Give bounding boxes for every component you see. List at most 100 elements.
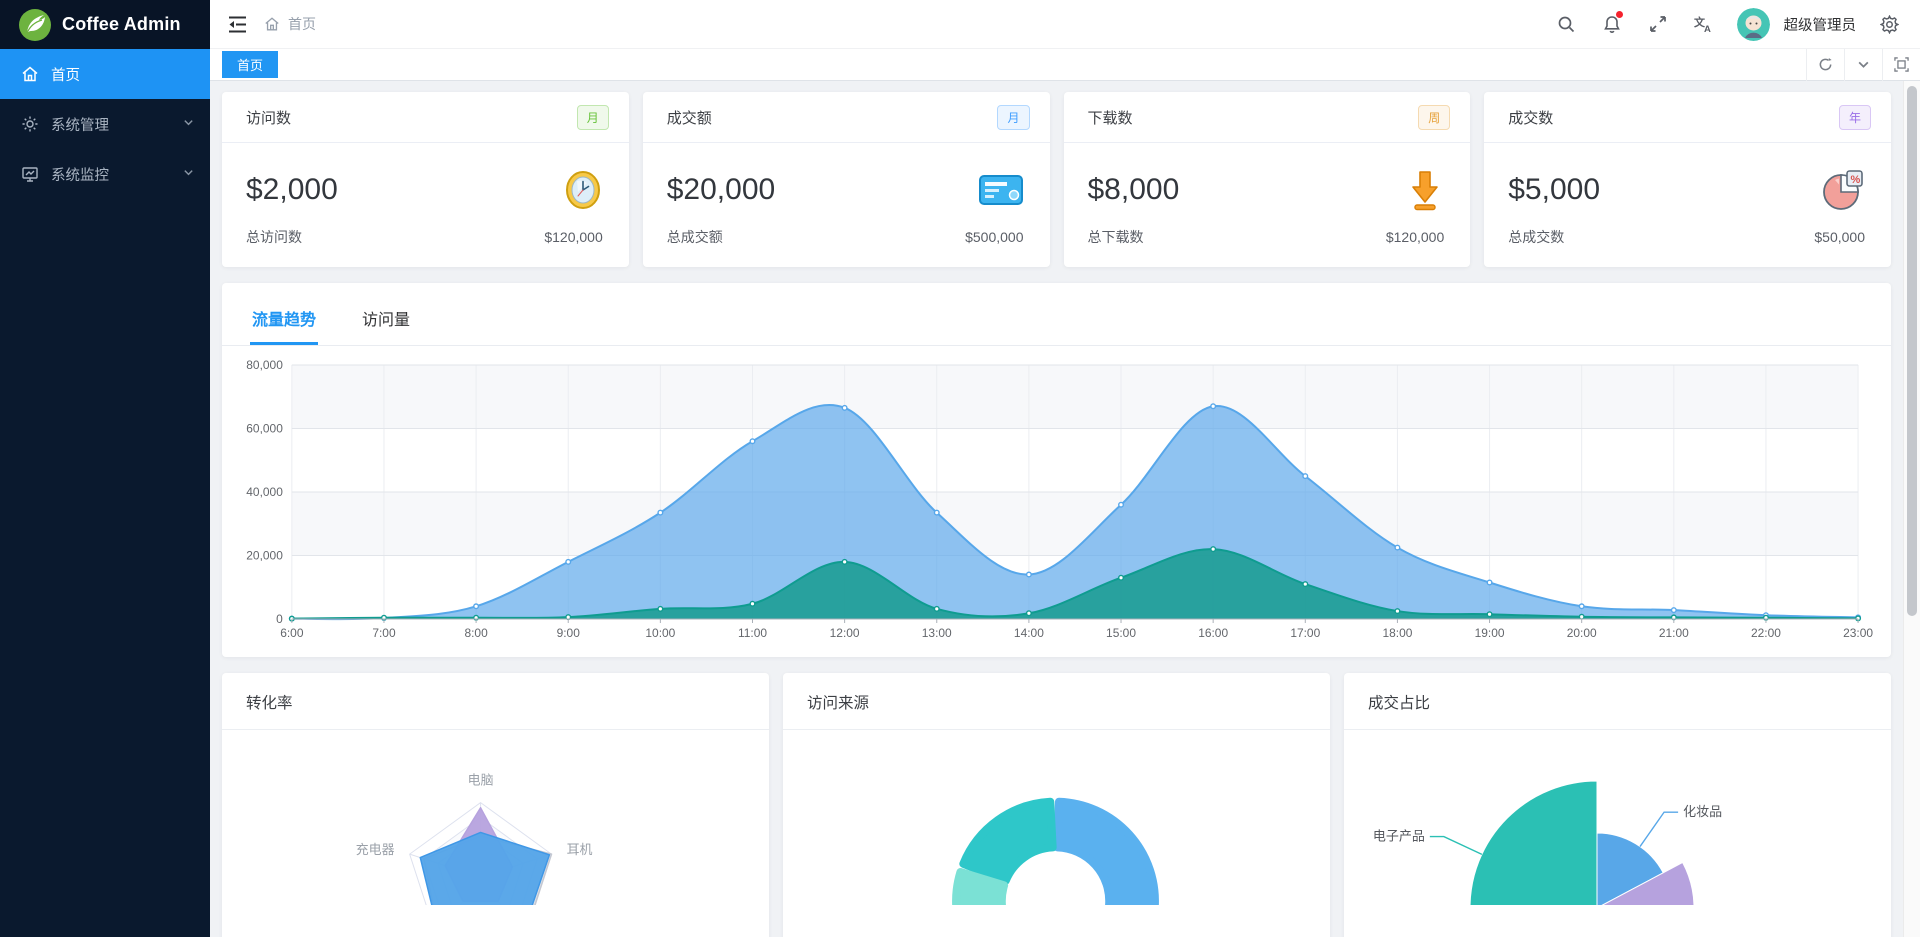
stat-footer-label: 总成交数 xyxy=(1508,229,1565,245)
period-badge: 月 xyxy=(997,105,1030,130)
svg-text:6:00: 6:00 xyxy=(280,626,304,640)
vertical-scrollbar[interactable] xyxy=(1903,81,1920,937)
card-title: 转化率 xyxy=(222,673,769,730)
visit-source-donut-chart xyxy=(952,797,1159,937)
svg-text:20,000: 20,000 xyxy=(246,548,283,562)
stat-footer-value: $50,000 xyxy=(1814,229,1865,245)
stat-card-title: 成交额 xyxy=(666,110,712,127)
username-label[interactable]: 超级管理员 xyxy=(1783,17,1857,34)
stat-footer-label: 总下载数 xyxy=(1087,229,1144,245)
svg-text:7:00: 7:00 xyxy=(372,626,396,640)
stat-cards-row: 访问数 月 $2,000 xyxy=(222,92,1891,267)
svg-text:13:00: 13:00 xyxy=(922,626,952,640)
svg-text:化妆品: 化妆品 xyxy=(1683,804,1722,819)
svg-text:%: % xyxy=(1851,174,1861,186)
conversion-rate-card: 转化率 电脑 耳机 充电器 xyxy=(222,673,769,937)
tab-traffic-trend[interactable]: 流量趋势 xyxy=(250,283,318,345)
svg-text:14:00: 14:00 xyxy=(1014,626,1044,640)
settings-gear-icon[interactable] xyxy=(1876,11,1902,37)
card-title: 访问来源 xyxy=(783,673,1330,730)
stat-card-title: 访问数 xyxy=(246,110,292,127)
stat-card-visits: 访问数 月 $2,000 xyxy=(222,92,629,267)
tab-home[interactable]: 首页 xyxy=(222,51,279,78)
stat-footer-value: $500,000 xyxy=(965,229,1024,245)
chevron-down-icon[interactable] xyxy=(1844,48,1882,81)
svg-text:17:00: 17:00 xyxy=(1290,626,1320,640)
search-icon[interactable] xyxy=(1553,11,1579,37)
svg-text:80,000: 80,000 xyxy=(246,358,283,372)
deal-share-pie-chart: 电子产品 化妆品 xyxy=(1373,780,1722,937)
home-icon xyxy=(21,65,39,83)
stat-card-value: $20,000 xyxy=(666,173,776,206)
stat-footer-label: 总成交额 xyxy=(666,229,723,245)
leaf-logo-icon xyxy=(18,8,52,42)
bell-icon[interactable] xyxy=(1599,11,1625,37)
app-title: Coffee Admin xyxy=(62,14,181,34)
svg-text:20:00: 20:00 xyxy=(1567,626,1597,640)
svg-text:0: 0 xyxy=(276,612,283,626)
maximize-icon[interactable] xyxy=(1882,48,1920,81)
svg-text:文: 文 xyxy=(1694,15,1706,29)
svg-text:18:00: 18:00 xyxy=(1382,626,1412,640)
gear-icon xyxy=(21,115,39,133)
traffic-trend-chart: 0 20,000 40,000 60,000 80,000 6:00 7:00 8:00 9:0… xyxy=(246,358,1873,640)
period-badge: 月 xyxy=(576,105,609,130)
stat-footer-value: $120,000 xyxy=(1385,229,1445,245)
stat-card-title: 成交数 xyxy=(1508,110,1554,127)
traffic-trend-card: 流量趋势 访问量 0 20,000 40,000 60,000 80,000 6:00 7:… xyxy=(222,283,1891,657)
sidebar-item-home[interactable]: 首页 xyxy=(0,49,210,99)
content-area: 访问数 月 $2,000 xyxy=(210,81,1903,937)
sidebar-item-label: 系统管理 xyxy=(51,117,109,134)
svg-text:15:00: 15:00 xyxy=(1106,626,1136,640)
svg-text:60,000: 60,000 xyxy=(246,421,283,435)
breadcrumb-home-icon[interactable] xyxy=(264,16,280,32)
sidebar-menu: 首页 系统管理 系统监控 xyxy=(0,49,210,199)
notification-dot xyxy=(1615,11,1623,18)
sidebar-item-label: 首页 xyxy=(51,67,80,84)
svg-text:耳机: 耳机 xyxy=(567,842,593,857)
scrollbar-thumb[interactable] xyxy=(1907,86,1917,616)
svg-text:23:00: 23:00 xyxy=(1843,626,1873,640)
stat-card-title: 下载数 xyxy=(1087,110,1133,127)
stat-footer-label: 总访问数 xyxy=(246,229,302,245)
svg-text:16:00: 16:00 xyxy=(1198,626,1228,640)
stat-card-downloads: 下载数 周 $8,000 总下载数 xyxy=(1063,92,1471,267)
clock-icon xyxy=(563,168,603,212)
svg-text:8:00: 8:00 xyxy=(464,626,488,640)
download-icon xyxy=(1406,169,1444,211)
stat-card-value: $2,000 xyxy=(246,173,338,206)
tab-visit-volume[interactable]: 访问量 xyxy=(362,312,411,329)
collapse-menu-icon[interactable] xyxy=(224,11,250,37)
period-badge: 年 xyxy=(1838,105,1871,130)
svg-text:电脑: 电脑 xyxy=(468,773,494,788)
fullscreen-icon[interactable] xyxy=(1645,11,1671,37)
visit-source-card: 访问来源 xyxy=(783,673,1330,937)
svg-text:19:00: 19:00 xyxy=(1475,626,1505,640)
chevron-down-icon xyxy=(183,166,194,182)
svg-text:21:00: 21:00 xyxy=(1659,626,1689,640)
bottom-cards-row: 转化率 电脑 耳机 充电器 访问来源 成交占比 电子产品 化妆品 xyxy=(222,673,1891,937)
breadcrumb-label: 首页 xyxy=(288,16,316,32)
sidebar-item-label: 系统监控 xyxy=(51,167,109,184)
svg-text:40,000: 40,000 xyxy=(246,485,283,499)
stat-card-deals: 成交数 年 $5,000 % xyxy=(1484,92,1891,267)
svg-text:11:00: 11:00 xyxy=(738,626,767,640)
deal-share-card: 成交占比 电子产品 化妆品 xyxy=(1344,673,1891,937)
breadcrumb: 首页 xyxy=(264,14,316,34)
tabbar: 首页 xyxy=(210,48,1920,81)
sidebar-item-system-management[interactable]: 系统管理 xyxy=(0,99,210,149)
sidebar-item-system-monitor[interactable]: 系统监控 xyxy=(0,149,210,199)
svg-text:电子产品: 电子产品 xyxy=(1373,829,1425,844)
card-title: 成交占比 xyxy=(1344,673,1891,730)
pie-percent-icon: % xyxy=(1821,168,1865,212)
monitor-icon xyxy=(21,165,39,183)
refresh-icon[interactable] xyxy=(1806,48,1844,81)
user-avatar[interactable] xyxy=(1736,7,1770,41)
svg-text:22:00: 22:00 xyxy=(1751,626,1781,640)
svg-text:A: A xyxy=(1704,24,1711,33)
